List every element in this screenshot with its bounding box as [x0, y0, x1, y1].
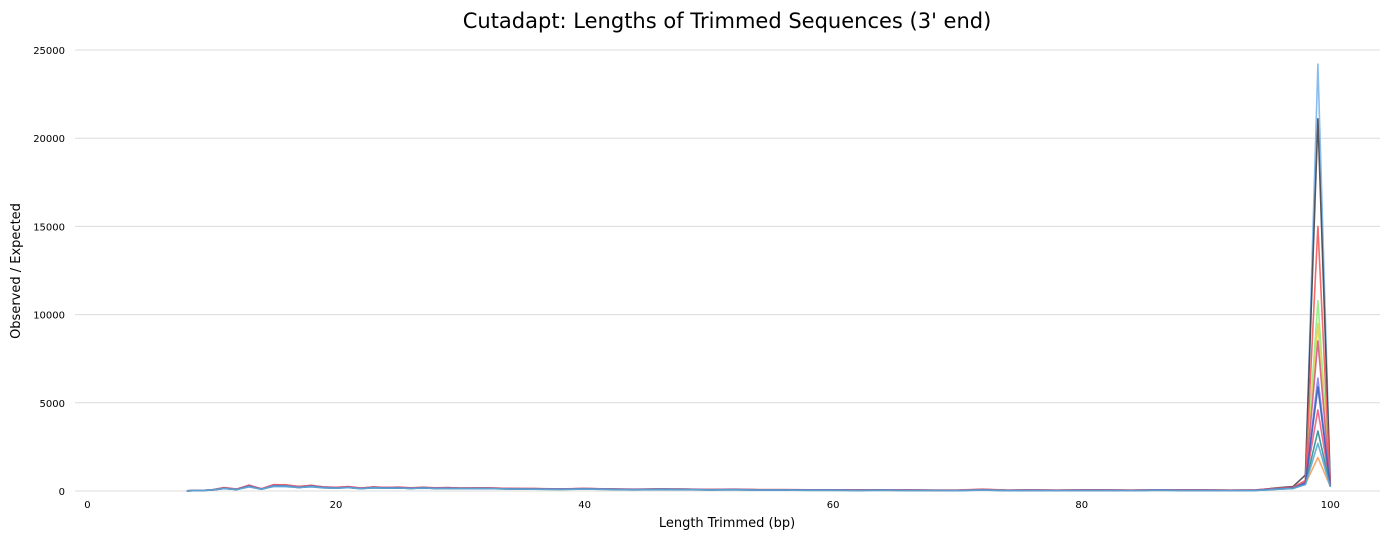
series-line-1 — [186, 63, 1332, 492]
x-tick-label: 20 — [330, 500, 343, 511]
y-tick-label: 25000 — [33, 46, 65, 57]
series-line-3 — [186, 456, 1332, 492]
x-tick-label: 60 — [827, 500, 840, 511]
x-tick-label: 0 — [84, 500, 90, 511]
y-gridlines — [75, 49, 1380, 492]
series-line-7 — [186, 409, 1332, 492]
x-tick-label: 40 — [578, 500, 591, 511]
y-tick-label: 5000 — [40, 399, 65, 410]
series-line-2 — [186, 118, 1332, 492]
x-axis-label: Length Trimmed (bp) — [659, 516, 795, 531]
series-lines — [186, 63, 1332, 492]
x-tick-labels: 0 20 40 60 80 100 — [84, 500, 1340, 511]
y-tick-label: 20000 — [33, 134, 65, 145]
y-tick-label: 15000 — [33, 222, 65, 233]
series-line-12 — [186, 442, 1332, 492]
series-line-6 — [186, 225, 1332, 492]
series-line-4 — [186, 299, 1332, 492]
series-line-5 — [186, 322, 1332, 492]
series-line-10 — [186, 340, 1332, 492]
y-tick-labels: 0 5000 10000 15000 20000 25000 — [33, 46, 65, 498]
x-tick-label: 100 — [1321, 500, 1340, 511]
chart-title: Cutadapt: Lengths of Trimmed Sequences (… — [463, 9, 992, 33]
y-tick-label: 10000 — [33, 311, 65, 322]
y-tick-label: 0 — [59, 487, 65, 498]
series-line-9 — [186, 377, 1332, 492]
x-tick-label: 80 — [1075, 500, 1088, 511]
series-line-8 — [186, 430, 1332, 492]
y-axis-label: Observed / Expected — [9, 203, 24, 339]
